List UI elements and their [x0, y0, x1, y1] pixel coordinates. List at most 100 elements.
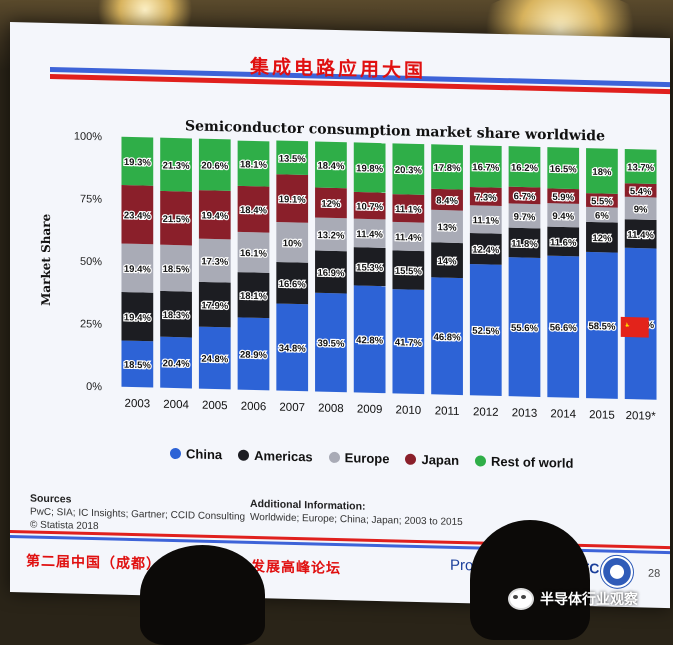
- data-label: 16.2%: [511, 162, 538, 174]
- bar-segment: [353, 142, 386, 193]
- bar-segment: [392, 289, 425, 395]
- x-tick-label: 2013: [512, 407, 538, 420]
- bar-segment: [431, 144, 463, 190]
- bar-segment: [121, 243, 154, 293]
- bar-segment: [353, 247, 386, 287]
- bar-segment: [586, 193, 618, 208]
- data-label: 52.5%: [472, 326, 499, 338]
- data-label: 28.9%: [240, 349, 267, 361]
- audience-head-left: [140, 545, 265, 645]
- data-label: 21.3%: [163, 160, 190, 172]
- bar-segment: [508, 146, 541, 188]
- bar-segment: [392, 221, 425, 252]
- legend-label: Japan: [421, 452, 460, 468]
- data-label: 19.4%: [124, 312, 151, 324]
- data-label: 17.8%: [434, 163, 461, 175]
- y-axis-label: Market Share: [39, 213, 53, 306]
- data-label: 7.3%: [475, 192, 497, 204]
- bar-segment: [508, 186, 541, 205]
- y-tick-label: 100%: [74, 131, 102, 144]
- bar-segment: [353, 285, 386, 394]
- y-tick-label: 25%: [80, 318, 102, 331]
- bar-segment: [392, 143, 425, 195]
- data-label: 15.5%: [395, 266, 422, 278]
- bar-segment: [624, 183, 657, 198]
- legend-swatch: [170, 447, 181, 460]
- data-label: 5.5%: [591, 196, 613, 208]
- university-logo-icon: [600, 554, 634, 590]
- stacked-bar-chart: Semiconductor consumption market share w…: [39, 118, 657, 423]
- data-label: 10%: [283, 238, 303, 249]
- bar-segment: [198, 281, 231, 328]
- bar-segment: [508, 227, 541, 258]
- bar-segment: [198, 326, 231, 390]
- bar-segment: [276, 174, 309, 223]
- china-flag-icon: [620, 316, 649, 338]
- bar-segment: [353, 218, 386, 248]
- bar-segment: [121, 184, 154, 245]
- bar-segment: [508, 203, 541, 229]
- data-label: 10.7%: [356, 201, 383, 213]
- bar-segment: [547, 226, 580, 257]
- data-label: 20.4%: [163, 358, 190, 370]
- legend-label: Rest of world: [491, 453, 574, 471]
- bar-segment: [315, 217, 347, 252]
- data-label: 12%: [592, 233, 612, 244]
- sources-block: Sources PwC; SIA; IC Insights; Gartner; …: [30, 492, 245, 536]
- data-label: 39.5%: [317, 338, 344, 350]
- bar-segment: [431, 277, 463, 396]
- x-tick-label: 2008: [318, 403, 344, 416]
- bar-segment: [237, 272, 270, 319]
- data-label: 18.3%: [163, 310, 190, 322]
- data-label: 18%: [592, 167, 612, 178]
- chart-title: Semiconductor consumption market share w…: [185, 118, 605, 144]
- data-label: 9.4%: [552, 211, 574, 223]
- bar-segment: [547, 147, 580, 190]
- bar-segment: [315, 141, 347, 189]
- watermark-text: 半导体行业观察: [540, 592, 638, 608]
- data-label: 12.4%: [472, 245, 499, 257]
- legend-label: Europe: [344, 450, 390, 467]
- data-label: 42.8%: [356, 335, 383, 347]
- bar-segment: [624, 196, 657, 221]
- data-label: 18.4%: [317, 161, 344, 173]
- x-tick-label: 2014: [550, 408, 576, 421]
- data-label: 19.8%: [356, 163, 383, 175]
- bar-segment: [431, 209, 463, 244]
- data-label: 55.6%: [511, 323, 538, 335]
- bar-segment: [276, 303, 309, 392]
- legend-swatch: [328, 451, 340, 464]
- bar-segment: [547, 255, 580, 398]
- bar-segment: [237, 231, 270, 273]
- legend-swatch: [405, 453, 417, 465]
- data-label: 18.1%: [240, 159, 267, 171]
- data-label: 24.8%: [201, 354, 228, 366]
- bar-segment: [624, 219, 657, 249]
- legend-label: China: [186, 446, 223, 463]
- presentation-slide: 集成电路应用大国 Semiconductor consumption marke…: [10, 22, 670, 609]
- bar-segment: [469, 205, 502, 234]
- data-label: 5.9%: [552, 192, 574, 204]
- legend-swatch: [238, 449, 250, 461]
- data-label: 34.8%: [279, 343, 306, 355]
- bar-segment: [586, 221, 618, 253]
- bar-segment: [198, 138, 231, 191]
- bar-segment: [160, 244, 192, 292]
- bar-segment: [160, 190, 192, 246]
- x-tick-label: 2004: [163, 399, 189, 412]
- data-label: 46.8%: [434, 332, 461, 344]
- x-tick-label: 2003: [125, 398, 151, 411]
- bar-segment: [315, 292, 347, 393]
- data-label: 19.3%: [124, 157, 151, 169]
- data-label: 13.2%: [317, 230, 344, 242]
- x-tick-label: 2009: [357, 403, 383, 416]
- bar-segment: [508, 257, 541, 397]
- data-label: 56.6%: [550, 322, 577, 334]
- data-label: 13%: [438, 222, 458, 233]
- data-label: 14%: [438, 256, 458, 267]
- additional-info-block: Additional Information: Worldwide; Europ…: [250, 498, 463, 529]
- bar-segment: [160, 336, 192, 389]
- x-tick-label: 2019*: [626, 410, 657, 423]
- bar-segment: [160, 137, 192, 192]
- data-label: 8.4%: [436, 195, 458, 207]
